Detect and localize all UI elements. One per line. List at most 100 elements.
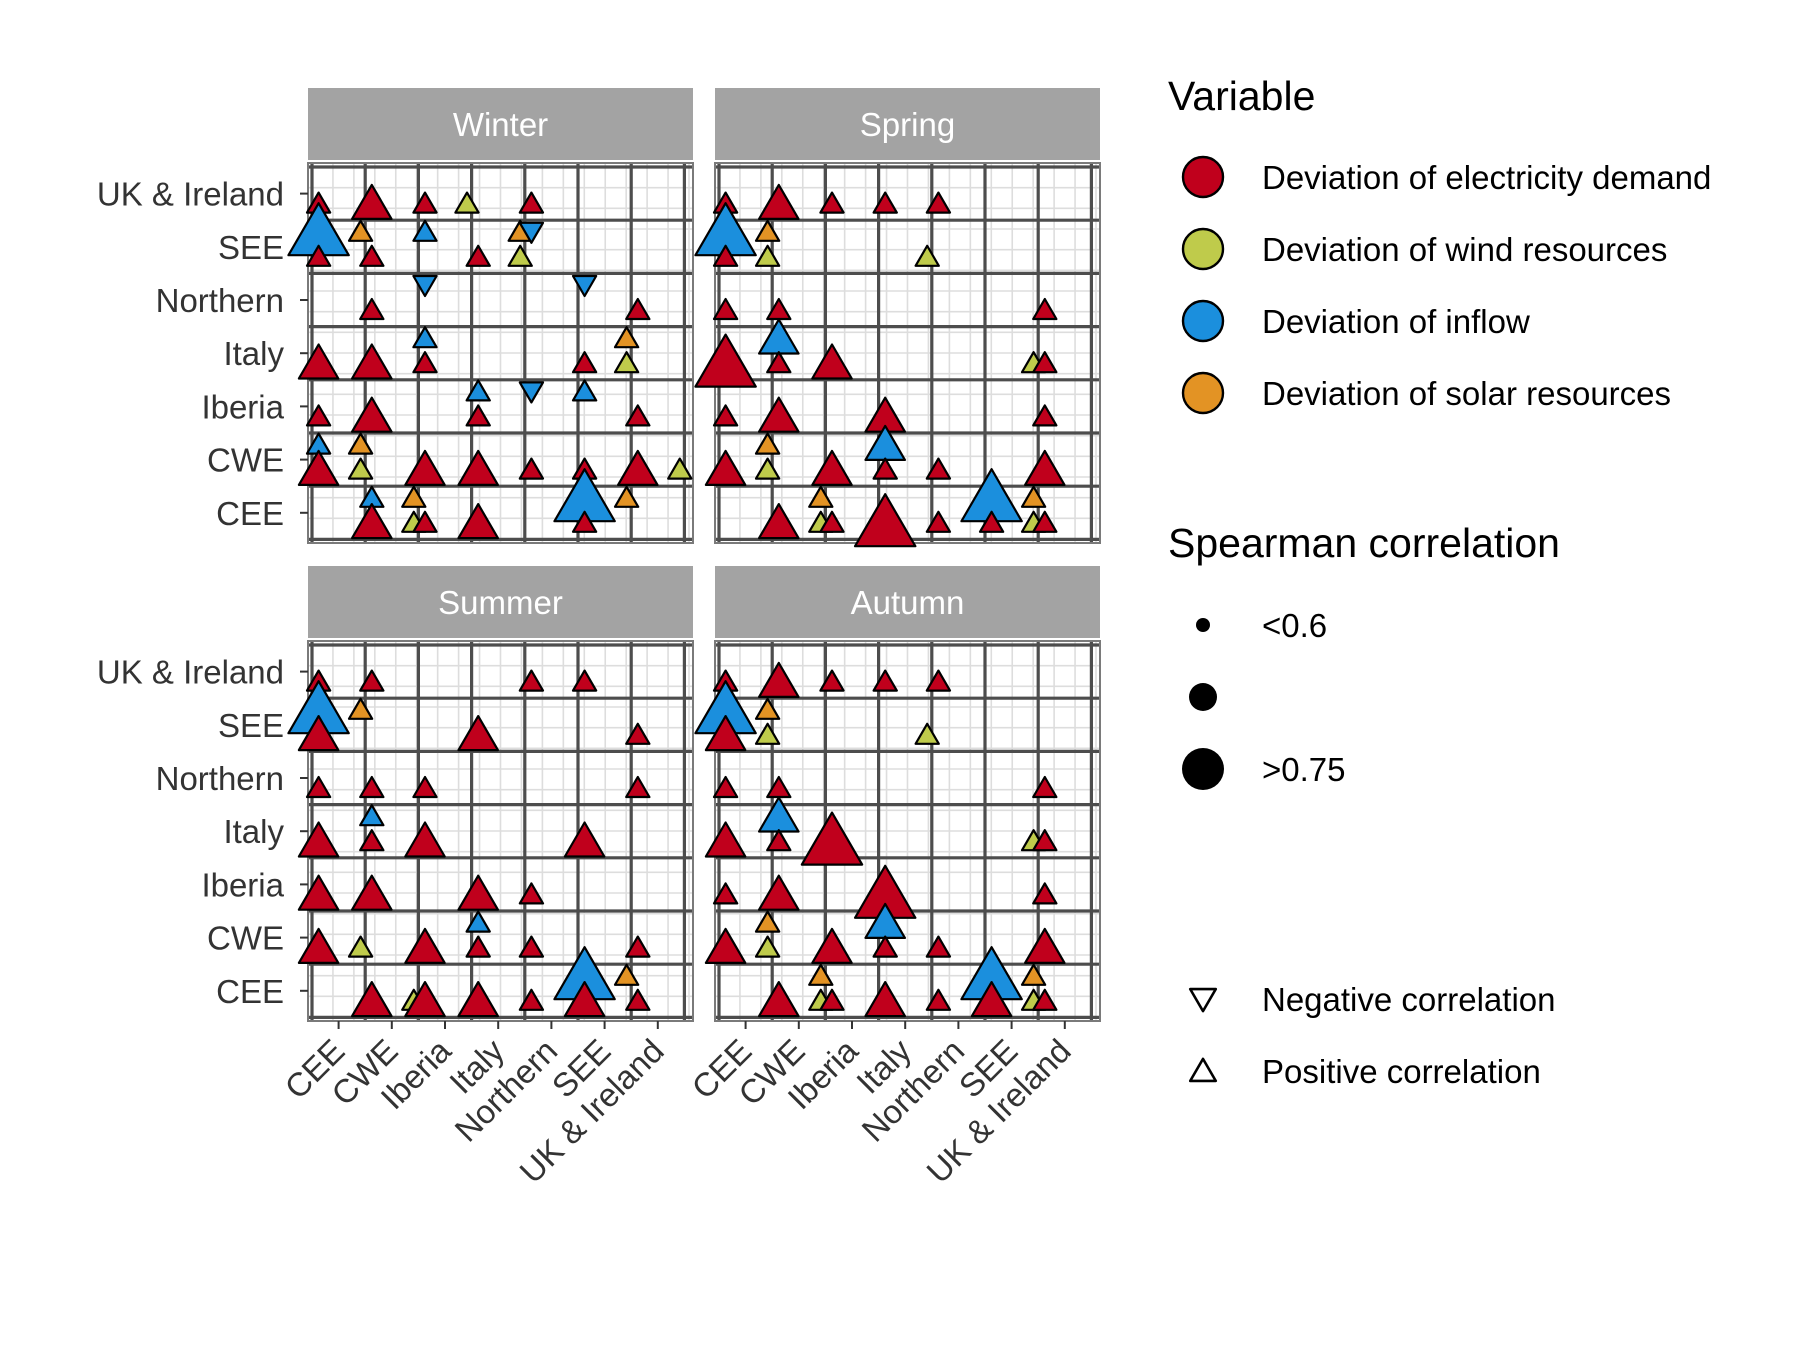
- y-tick-label-iberia: Iberia: [201, 388, 284, 425]
- point-demand-positive: [712, 244, 739, 267]
- strip-autumn: [715, 566, 1100, 638]
- legend-sign-label-positive: Positive correlation: [1262, 1053, 1541, 1090]
- legend: Variable Deviation of electricity demand…: [1168, 73, 1711, 1090]
- points: [287, 669, 651, 1018]
- y-tick-label-cwe: CWE: [207, 442, 284, 479]
- point-demand-positive: [297, 874, 340, 911]
- point-solar-positive: [754, 697, 781, 720]
- point-demand-positive: [457, 503, 500, 540]
- point-demand-positive: [978, 510, 1005, 533]
- point-demand-positive: [1032, 297, 1058, 321]
- point-wind-positive: [454, 191, 480, 214]
- point-demand-positive: [305, 404, 332, 427]
- point-demand-positive: [571, 669, 598, 692]
- point-demand-positive: [297, 821, 340, 858]
- point-demand-positive: [925, 510, 952, 533]
- point-demand-positive: [518, 457, 545, 480]
- legend-size-items: <0.6 >0.75: [1182, 607, 1346, 790]
- y-tick-label-cwe: CWE: [207, 920, 284, 957]
- point-demand-positive: [616, 449, 659, 486]
- point-demand-positive: [297, 449, 340, 486]
- point-demand-positive: [350, 396, 393, 433]
- point-solar-positive: [754, 910, 781, 933]
- point-demand-positive: [457, 874, 500, 911]
- point-inflow-positive: [465, 910, 491, 933]
- point-demand-positive: [518, 191, 545, 214]
- point-demand-positive: [518, 988, 545, 1011]
- point-demand-positive: [712, 404, 739, 427]
- y-tick-label-cee: CEE: [216, 495, 284, 532]
- point-wind-positive: [347, 457, 374, 480]
- point-solar-positive: [347, 219, 374, 242]
- point-wind-positive: [754, 244, 781, 267]
- y-tick-label-cee: CEE: [216, 973, 284, 1010]
- point-demand-positive: [757, 981, 800, 1018]
- point-wind-positive: [914, 244, 940, 267]
- point-demand-positive: [412, 191, 438, 214]
- point-inflow-positive: [465, 379, 491, 402]
- point-demand-positive: [712, 297, 739, 321]
- point-demand-positive: [457, 449, 500, 486]
- point-demand-positive: [970, 981, 1013, 1018]
- point-demand-positive: [359, 829, 385, 852]
- point-wind-positive: [754, 457, 781, 480]
- point-wind-positive: [667, 457, 693, 480]
- point-demand-positive: [757, 503, 800, 540]
- point-demand-positive: [625, 935, 651, 958]
- point-demand-positive: [412, 775, 438, 799]
- point-demand-positive: [625, 297, 651, 321]
- point-demand-positive: [712, 882, 739, 905]
- point-demand-positive: [350, 503, 393, 540]
- point-demand-positive: [872, 191, 898, 214]
- point-demand-positive: [359, 669, 385, 692]
- point-demand-positive: [811, 449, 853, 486]
- y-tick-label-see: SEE: [218, 229, 284, 266]
- point-demand-positive: [925, 669, 952, 692]
- point-demand-positive: [1032, 404, 1058, 427]
- point-demand-positive: [872, 935, 898, 958]
- point-wind-positive: [754, 935, 781, 958]
- point-wind-positive: [613, 351, 640, 374]
- legend-label-inflow: Deviation of inflow: [1262, 303, 1530, 340]
- point-inflow-positive: [412, 219, 438, 242]
- point-demand-positive: [757, 661, 800, 698]
- y-tick-label-italy: Italy: [223, 335, 284, 372]
- point-demand-positive: [819, 669, 845, 692]
- point-demand-positive: [359, 244, 385, 267]
- point-inflow-negative: [518, 381, 545, 404]
- point-demand-positive: [518, 935, 545, 958]
- y-tick-label-iberia: Iberia: [201, 866, 284, 903]
- point-demand-positive: [1023, 449, 1066, 486]
- point-demand-positive: [925, 191, 952, 214]
- point-demand-positive: [359, 297, 385, 321]
- point-demand-positive: [412, 351, 438, 374]
- point-demand-positive: [757, 874, 800, 911]
- point-demand-positive: [465, 244, 491, 267]
- point-solar-positive: [1020, 963, 1047, 986]
- point-demand-positive: [694, 333, 757, 388]
- point-wind-positive: [347, 935, 374, 958]
- point-demand-positive: [872, 457, 898, 480]
- point-inflow-positive: [412, 326, 438, 349]
- point-demand-positive: [625, 775, 651, 799]
- point-demand-positive: [571, 351, 598, 374]
- points: [694, 183, 1066, 548]
- legend-swatch-wind: [1181, 227, 1225, 271]
- point-demand-positive: [766, 829, 792, 852]
- strip-spring: [715, 88, 1100, 160]
- point-solar-positive: [613, 963, 640, 986]
- point-demand-positive: [404, 981, 446, 1018]
- strip-label-spring: Spring: [860, 106, 955, 143]
- legend-label-solar: Deviation of solar resources: [1262, 375, 1671, 412]
- point-solar-positive: [754, 219, 781, 242]
- point-demand-positive: [350, 981, 393, 1018]
- point-demand-positive: [800, 811, 864, 866]
- point-demand-positive: [925, 935, 952, 958]
- point-solar-positive: [613, 485, 640, 508]
- legend-size-label: >0.75: [1262, 751, 1346, 788]
- point-demand-positive: [305, 775, 332, 799]
- legend-label-demand: Deviation of electricity demand: [1262, 159, 1711, 196]
- legend-size-marker: [1182, 748, 1224, 790]
- point-demand-positive: [1032, 510, 1058, 533]
